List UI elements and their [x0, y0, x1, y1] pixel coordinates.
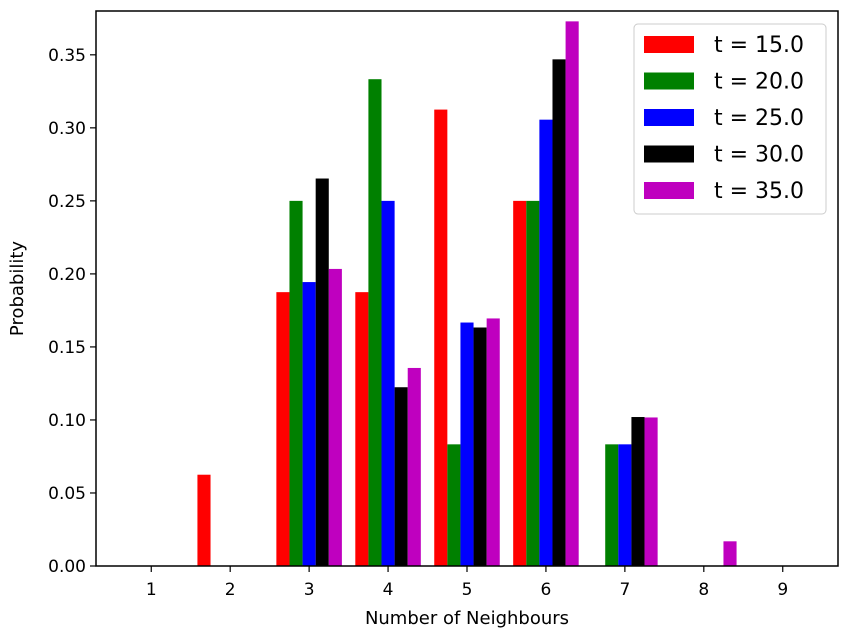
legend-label: t = 35.0 — [714, 179, 804, 204]
x-tick-label: 8 — [698, 580, 709, 600]
legend-box — [633, 23, 827, 215]
legend-swatch — [644, 72, 694, 90]
bar-t-35-0-5 — [486, 318, 500, 566]
y-tick-label: 0.25 — [48, 192, 86, 212]
bar-t-20-0-7 — [605, 444, 619, 566]
bar-t-30-0-6 — [552, 59, 566, 567]
legend-swatch — [644, 182, 694, 199]
bar-t-25-0-7 — [618, 444, 632, 566]
legend-label: t = 30.0 — [714, 143, 804, 168]
x-tick-label: 6 — [541, 580, 552, 600]
bar-t-15-0-6 — [513, 200, 527, 567]
bar-t-15-0-5 — [434, 109, 448, 567]
bar-t-25-0-5 — [460, 322, 474, 566]
bar-t-35-0-3 — [328, 268, 342, 566]
legend-swatch — [644, 109, 694, 126]
bar-t-20-0-5 — [447, 444, 461, 566]
bar-t-25-0-4 — [381, 200, 395, 567]
bar-t-35-0-6 — [565, 21, 579, 566]
y-tick-label: 0.00 — [48, 557, 86, 577]
y-tick-label: 0.05 — [48, 484, 86, 504]
x-axis: 1 2 3 4 5 6 7 8 9 — [146, 566, 788, 600]
y-axis: 0.00 0.05 0.10 0.15 0.20 0.25 0.30 0.35 — [48, 46, 96, 577]
x-tick-label: 7 — [619, 580, 630, 600]
bar-t-30-0-3 — [315, 178, 329, 566]
y-tick-label: 0.35 — [48, 46, 86, 66]
legend-label: t = 15.0 — [714, 33, 804, 58]
x-tick-label: 1 — [146, 580, 157, 600]
bar-t-30-0-7 — [631, 417, 645, 566]
bar-t-15-0-2 — [197, 474, 211, 566]
bars-layer — [197, 21, 737, 567]
bar-t-25-0-3 — [302, 282, 316, 566]
bar-t-20-0-3 — [289, 200, 303, 567]
y-tick-label: 0.20 — [48, 265, 86, 285]
y-tick-label: 0.10 — [48, 411, 86, 431]
y-tick-label: 0.30 — [48, 119, 86, 139]
bar-t-20-0-4 — [368, 79, 382, 567]
bar-t-30-0-5 — [473, 327, 487, 566]
bar-t-35-0-8 — [723, 541, 737, 566]
legend: t = 15.0 t = 20.0 t = 25.0 t = 30.0 t = 35.0 — [633, 23, 827, 215]
legend-label: t = 20.0 — [714, 70, 804, 95]
x-tick-label: 2 — [225, 580, 236, 600]
x-tick-label: 3 — [304, 580, 315, 600]
legend-label: t = 25.0 — [714, 106, 804, 131]
x-axis-title: Number of Neighbours — [365, 608, 569, 629]
x-tick-label: 9 — [777, 580, 788, 600]
y-tick-label: 0.15 — [48, 338, 86, 358]
x-tick-label: 4 — [383, 580, 394, 600]
bar-t-30-0-4 — [394, 387, 408, 566]
bar-t-35-0-7 — [644, 417, 658, 566]
bar-t-15-0-3 — [276, 292, 290, 566]
y-axis-title: Probability — [7, 241, 28, 336]
bar-t-20-0-6 — [526, 200, 540, 567]
bar-t-25-0-6 — [539, 119, 553, 567]
bar-t-15-0-4 — [355, 292, 369, 566]
bar-t-35-0-4 — [407, 367, 421, 566]
legend-swatch — [644, 145, 694, 163]
x-tick-label: 5 — [462, 580, 473, 600]
legend-swatch — [644, 36, 694, 53]
